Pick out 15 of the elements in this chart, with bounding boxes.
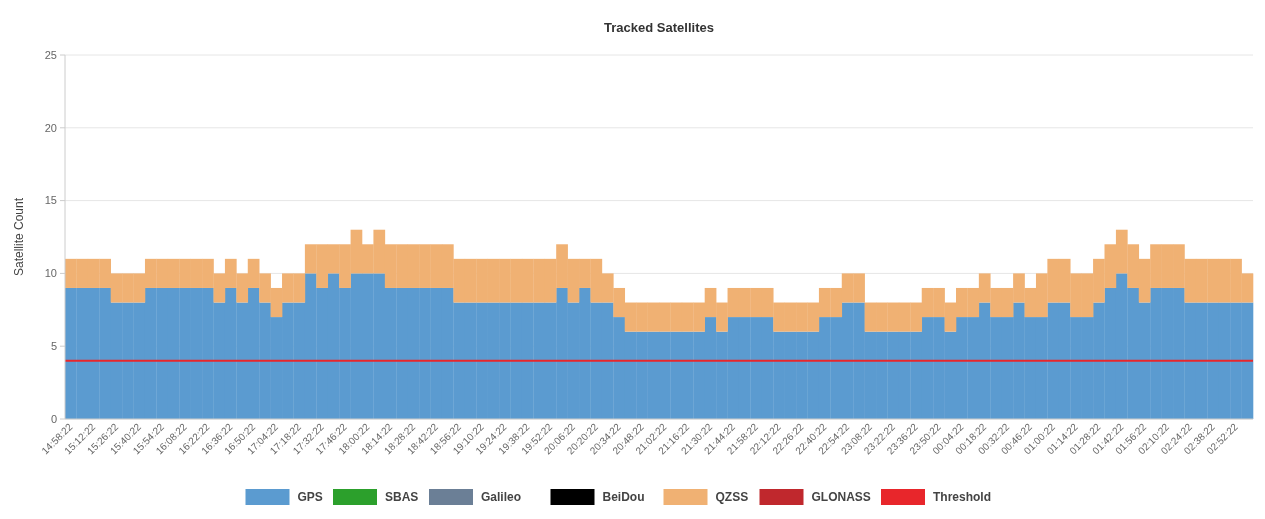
y-tick-label: 5 [50,340,57,353]
legend-label: GPS [297,490,323,505]
legend-label: Threshold [933,490,992,505]
legend-label: GLONASS [811,490,871,505]
y-tick-label: 25 [44,48,57,61]
legend-label: QZSS [715,490,749,505]
y-tick-label: 10 [44,267,57,280]
y-tick-label: 15 [44,194,57,207]
legend-label: SBAS [385,490,419,505]
chart-title: Tracked Satellites [604,20,714,35]
y-axis-title: Satellite Count [12,197,26,277]
y-tick-label: 0 [50,412,57,425]
y-tick-label: 20 [44,121,57,134]
legend-label: Galileo [481,490,522,505]
legend-label: BeiDou [602,490,645,505]
